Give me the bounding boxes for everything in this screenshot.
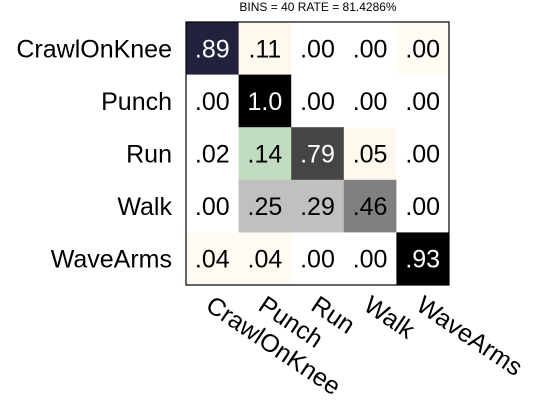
heatmap-cell-4-0	[186, 232, 239, 286]
heatmap-cell-2-1	[238, 127, 292, 181]
heatmap-cell-4-1	[238, 232, 292, 286]
row-label: CrawlOnKnee	[16, 35, 172, 63]
heatmap-cell-1-3	[343, 74, 397, 128]
heatmap-cell-0-3	[343, 22, 397, 75]
row-label: Punch	[101, 88, 172, 116]
cell-value-label: .04	[248, 246, 283, 274]
chart-title: BINS = 40 RATE = 81.4286%	[239, 0, 397, 14]
cell-value-label: .00	[353, 88, 388, 116]
cell-value-label: .00	[195, 193, 230, 221]
cell-value-label: 1.0	[248, 88, 283, 116]
cell-value-label: .00	[405, 141, 440, 169]
cell-value-label: .00	[300, 35, 335, 63]
cell-value-label: .29	[300, 193, 335, 221]
heatmap-cell-2-0	[186, 127, 239, 181]
cell-value-label: .02	[195, 141, 230, 169]
column-label: WaveArms	[411, 291, 527, 382]
cell-value-label: .00	[195, 88, 230, 116]
cell-value-label: .93	[405, 246, 440, 274]
cell-value-label: .11	[248, 35, 281, 63]
cell-value-label: .00	[353, 35, 388, 63]
heatmap-cell-1-0	[186, 74, 239, 128]
heatmap-cell-1-1	[238, 74, 292, 128]
heatmap-cell-3-2	[291, 179, 345, 233]
heatmap-cell-0-1	[238, 22, 292, 75]
cell-value-label: .79	[300, 141, 335, 169]
cell-value-label: .00	[300, 246, 335, 274]
cell-value-label: .89	[195, 35, 230, 63]
heatmap-cell-3-3	[343, 179, 397, 233]
row-labels: CrawlOnKnee Punch Run Walk WaveArms	[16, 35, 172, 273]
row-label: Run	[126, 141, 172, 169]
cell-value-label: .00	[405, 35, 440, 63]
heatmap-cell-0-4	[396, 22, 450, 75]
heatmap-border	[185, 21, 450, 286]
cell-value-label: .04	[195, 246, 230, 274]
cell-value-label: .25	[248, 193, 283, 221]
heatmap-cell-3-1	[238, 179, 292, 233]
heatmap-cell-4-3	[343, 232, 397, 286]
heatmap-cell-1-2	[291, 74, 345, 128]
heatmap-cell-2-3	[343, 127, 397, 181]
column-label: Walk	[359, 291, 420, 345]
heatmap-cell-1-4	[396, 74, 450, 128]
cell-value-label: .46	[353, 193, 388, 221]
heatmap-cell-4-2	[291, 232, 345, 286]
heatmap-cell-0-2	[291, 22, 345, 75]
heatmap-cell-2-2	[291, 127, 345, 181]
heatmap-cell-2-4	[396, 127, 450, 181]
heatmap-cell-labels: .89 .11 .00 .00 .00 .00 1.0 .00 .00 .00 .02 .14 .79.…	[195, 35, 440, 273]
row-label: Walk	[117, 193, 172, 221]
cell-value-label: .14	[248, 141, 283, 169]
heatmap-cell-3-4	[396, 179, 450, 233]
cell-value-label: .05	[353, 141, 388, 169]
cell-value-label: .00	[405, 193, 440, 221]
cell-value-label: .00	[300, 88, 335, 116]
heatmap-cell-3-0	[186, 179, 239, 233]
cell-value-label: .00	[353, 246, 388, 274]
heatmap-cells	[186, 22, 450, 286]
cell-value-label: .00	[405, 88, 440, 116]
row-label: WaveArms	[51, 246, 172, 274]
heatmap-cell-0-0	[186, 22, 239, 75]
heatmap-cell-4-4	[396, 232, 450, 286]
